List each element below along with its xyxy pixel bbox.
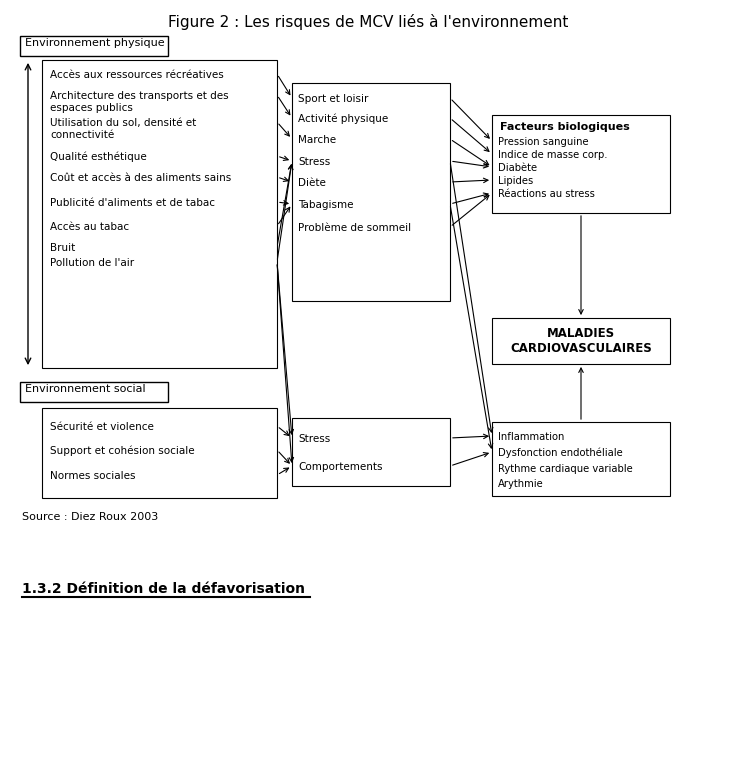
Text: Stress: Stress <box>298 157 330 167</box>
Text: Activité physique: Activité physique <box>298 114 389 124</box>
Bar <box>20 36 168 56</box>
Text: Environnement social: Environnement social <box>25 384 146 394</box>
Text: Bruit: Bruit <box>50 243 75 253</box>
Bar <box>492 115 670 213</box>
Text: Coût et accès à des aliments sains: Coût et accès à des aliments sains <box>50 173 231 183</box>
Text: Indice de masse corp.: Indice de masse corp. <box>498 150 607 160</box>
Bar <box>492 318 670 364</box>
Text: Figure 2 : Les risques de MCV liés à l'environnement: Figure 2 : Les risques de MCV liés à l'e… <box>168 14 568 30</box>
Bar <box>292 83 450 301</box>
Bar <box>42 408 277 498</box>
Text: Source : Diez Roux 2003: Source : Diez Roux 2003 <box>22 512 158 522</box>
Text: Publicité d'aliments et de tabac: Publicité d'aliments et de tabac <box>50 198 215 208</box>
Text: Arythmie: Arythmie <box>498 479 544 489</box>
Text: Environnement physique: Environnement physique <box>25 38 165 48</box>
Text: Accès aux ressources récréatives: Accès aux ressources récréatives <box>50 70 224 80</box>
Text: Utilisation du sol, densité et
connectivité: Utilisation du sol, densité et connectiv… <box>50 118 197 140</box>
Text: Architecture des transports et des
espaces publics: Architecture des transports et des espac… <box>50 91 229 113</box>
Text: Facteurs biologiques: Facteurs biologiques <box>500 122 630 132</box>
Text: Problème de sommeil: Problème de sommeil <box>298 223 411 233</box>
Text: Sport et loisir: Sport et loisir <box>298 94 369 104</box>
Text: Rythme cardiaque variable: Rythme cardiaque variable <box>498 464 633 474</box>
Text: Diabète: Diabète <box>498 163 537 173</box>
Text: Accès au tabac: Accès au tabac <box>50 222 129 232</box>
Text: Tabagisme: Tabagisme <box>298 200 353 210</box>
Text: Sécurité et violence: Sécurité et violence <box>50 422 154 432</box>
Text: 1.3.2 Définition de la défavorisation: 1.3.2 Définition de la défavorisation <box>22 582 305 596</box>
Text: Lipides: Lipides <box>498 176 534 186</box>
Text: Pression sanguine: Pression sanguine <box>498 137 589 147</box>
Text: Marche: Marche <box>298 135 336 145</box>
Text: Normes sociales: Normes sociales <box>50 471 135 481</box>
Text: Stress: Stress <box>298 434 330 444</box>
Text: Dysfonction endothéliale: Dysfonction endothéliale <box>498 448 623 459</box>
Bar <box>292 418 450 486</box>
Text: Pollution de l'air: Pollution de l'air <box>50 258 134 268</box>
Text: MALADIES
CARDIOVASCULAIRES: MALADIES CARDIOVASCULAIRES <box>510 327 652 355</box>
Text: Diète: Diète <box>298 178 326 188</box>
Text: Support et cohésion sociale: Support et cohésion sociale <box>50 446 194 456</box>
Text: Comportements: Comportements <box>298 462 383 472</box>
Text: Qualité esthétique: Qualité esthétique <box>50 152 146 162</box>
Bar <box>20 382 168 402</box>
Bar <box>42 60 277 368</box>
Text: Réactions au stress: Réactions au stress <box>498 189 595 199</box>
Text: Inflammation: Inflammation <box>498 432 565 442</box>
Bar <box>492 422 670 496</box>
